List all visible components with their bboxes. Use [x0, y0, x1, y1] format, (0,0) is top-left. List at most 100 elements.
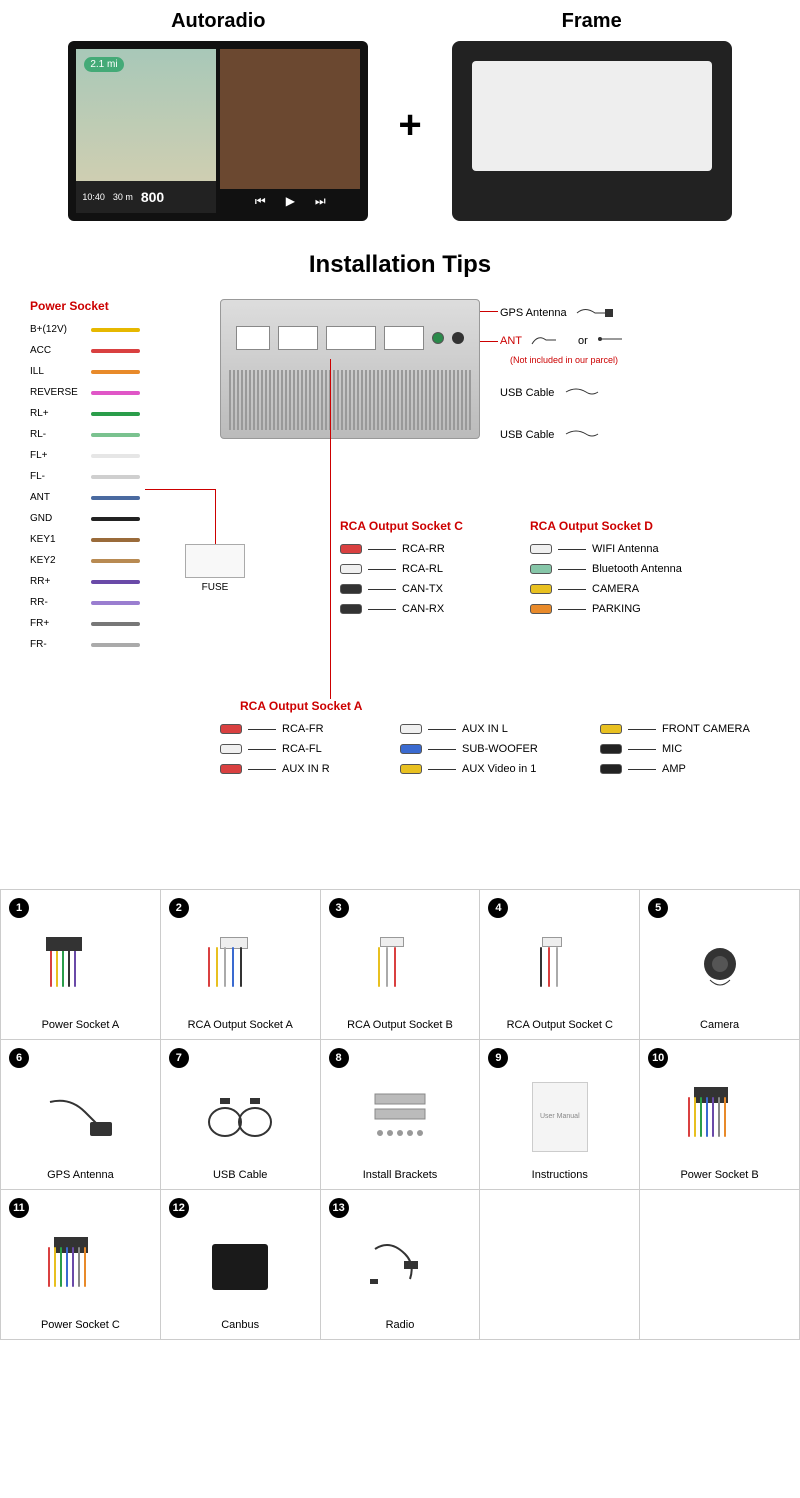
item-label: USB Cable — [169, 1165, 312, 1181]
item-number: 12 — [169, 1198, 189, 1218]
item-label: Install Brackets — [329, 1165, 472, 1181]
plug-label: RCA-FL — [282, 743, 322, 755]
item-number: 4 — [488, 898, 508, 918]
wire-label: KEY1 — [30, 534, 85, 545]
nav-screen: 2.1 mi 10:40 30 m 800 — [76, 49, 216, 213]
item-number: 10 — [648, 1048, 668, 1068]
item-number: 9 — [488, 1048, 508, 1068]
plug-label: CAMERA — [592, 583, 639, 595]
nav-dist: 800 — [141, 189, 164, 205]
plug-label: AMP — [662, 763, 686, 775]
wire-color — [91, 349, 140, 353]
plug-line — [428, 729, 456, 730]
wire-row-rl-: RL- — [30, 424, 140, 445]
item-label: RCA Output Socket A — [169, 1015, 312, 1031]
usb-row-2: USB Cable — [500, 421, 770, 449]
item-number: 3 — [329, 898, 349, 918]
grid-item-13: 13 Radio — [321, 1190, 481, 1340]
wire-row-rr-: RR+ — [30, 571, 140, 592]
install-section: Installation Tips Power Socket B+(12V) A… — [0, 241, 800, 889]
fuse-label: FUSE — [180, 582, 250, 593]
wire-label: GND — [30, 513, 85, 524]
install-diagram: Power Socket B+(12V) ACC ILL REVERSE RL+… — [30, 299, 770, 859]
item-illustration — [488, 918, 631, 1015]
gps-antenna-row: GPS Antenna — [500, 299, 770, 327]
plug-line — [558, 589, 586, 590]
item-illustration — [169, 1068, 312, 1165]
grid-item-4: 4 RCA Output Socket C — [480, 890, 640, 1040]
grid-item-10: 10 Power Socket B — [640, 1040, 800, 1190]
wire-color — [91, 559, 140, 563]
wire-label: RL+ — [30, 408, 85, 419]
wire-label: RL- — [30, 429, 85, 440]
item-illustration — [9, 1068, 152, 1165]
plug-line — [248, 769, 276, 770]
install-title: Installation Tips — [30, 251, 770, 279]
socket-row: CAMERA — [530, 579, 730, 599]
plug-icon — [530, 584, 552, 594]
fuse-box — [185, 544, 245, 578]
plug-icon — [340, 604, 362, 614]
socket-row: AUX IN R — [220, 759, 370, 779]
grid-item-9: 9 User Manual Instructions — [480, 1040, 640, 1190]
autoradio-device: 2.1 mi 10:40 30 m 800 ⏮ ▶ ⏭ — [68, 41, 368, 221]
socket-row: SUB-WOOFER — [400, 739, 570, 759]
video-controls: ⏮ ▶ ⏭ — [220, 189, 360, 213]
socket-row: CAN-RX — [340, 599, 500, 619]
wire-label: FL+ — [30, 450, 85, 461]
socket-row: RCA-FR — [220, 719, 370, 739]
plug-line — [628, 749, 656, 750]
plug-label: WIFI Antenna — [592, 543, 659, 555]
plug-line — [428, 769, 456, 770]
plug-line — [558, 569, 586, 570]
wire-color — [91, 412, 140, 416]
plug-line — [558, 609, 586, 610]
nav-badge: 2.1 mi — [84, 57, 123, 72]
power-socket-title: Power Socket — [30, 299, 140, 313]
frame-title: Frame — [562, 10, 622, 33]
wire-color — [91, 643, 140, 647]
item-number: 11 — [9, 1198, 29, 1218]
grid-item-7: 7 USB Cable — [161, 1040, 321, 1190]
wire-color — [91, 391, 140, 395]
wire-color — [91, 328, 140, 332]
wire-row-key1: KEY1 — [30, 529, 140, 550]
plug-label: RCA-RR — [402, 543, 445, 555]
wire-label: ACC — [30, 345, 85, 356]
nav-time3: 30 m — [113, 192, 133, 202]
ant-icon-1 — [530, 332, 570, 350]
wire-color — [91, 496, 140, 500]
port-1 — [236, 326, 270, 350]
wire-row-reverse: REVERSE — [30, 382, 140, 403]
video-screen: ⏮ ▶ ⏭ — [220, 49, 360, 213]
wire-row-fl-: FL- — [30, 466, 140, 487]
next-icon: ⏭ — [315, 194, 326, 209]
grid-empty — [480, 1190, 640, 1340]
socket-row: RCA-FL — [220, 739, 370, 759]
ant-icon-2 — [596, 332, 636, 350]
autoradio-col: Autoradio 2.1 mi 10:40 30 m 800 ⏮ ▶ ⏭ — [68, 10, 368, 221]
port-2 — [278, 326, 318, 350]
nav-bar: 10:40 30 m 800 — [76, 181, 216, 213]
socket-row: Bluetooth Antenna — [530, 559, 730, 579]
item-illustration: User Manual — [488, 1068, 631, 1165]
plug-label: MIC — [662, 743, 682, 755]
wire-label: B+(12V) — [30, 324, 85, 335]
plug-line — [368, 549, 396, 550]
nav-time1: 10:40 — [82, 192, 105, 202]
socket-d-title: RCA Output Socket D — [530, 519, 730, 533]
lead-3 — [480, 311, 498, 312]
usb-icon-1 — [562, 384, 602, 402]
plug-label: AUX IN L — [462, 723, 508, 735]
unit-vents — [229, 370, 471, 430]
item-illustration — [329, 918, 472, 1015]
plug-icon — [600, 764, 622, 774]
page: Autoradio 2.1 mi 10:40 30 m 800 ⏮ ▶ ⏭ — [0, 0, 800, 1340]
item-illustration — [329, 1068, 472, 1165]
wire-row-ant: ANT — [30, 487, 140, 508]
fuse-block: FUSE — [180, 544, 250, 593]
wire-label: RR- — [30, 597, 85, 608]
wire-label: ILL — [30, 366, 85, 377]
plug-icon — [400, 764, 422, 774]
wire-color — [91, 580, 140, 584]
